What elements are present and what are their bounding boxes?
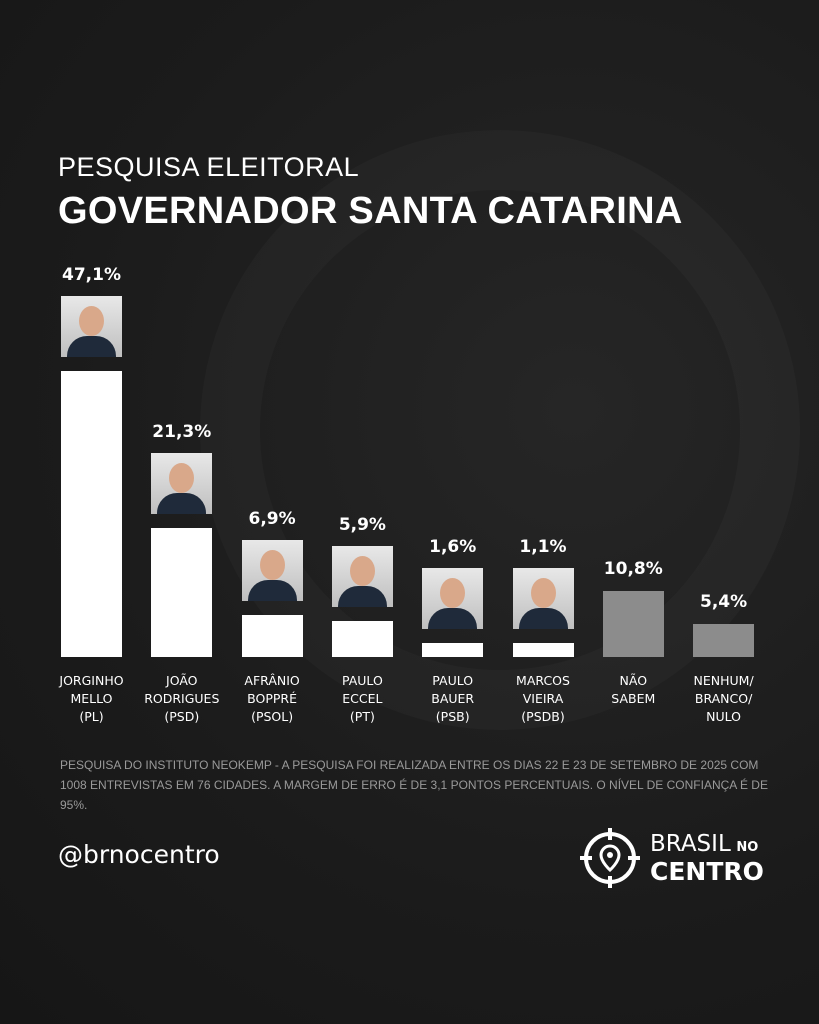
category-label: NENHUM/BRANCO/NULO xyxy=(674,672,774,726)
logo-text-no: NO xyxy=(736,840,759,855)
social-handle: @brnocentro xyxy=(58,840,220,869)
crosshair-location-pin-icon xyxy=(580,828,640,888)
category-label-line: NÃO xyxy=(619,673,648,688)
candidate-photo xyxy=(512,568,574,629)
category-label-line: (PSDB) xyxy=(521,709,565,724)
brand-logo: BRASIL NO CENTRO xyxy=(578,826,764,890)
category-label-line: BOPPRÉ xyxy=(247,691,298,706)
category-label-line: BRANCO/ xyxy=(694,691,753,706)
category-label: AFRÂNIO BOPPRÉ (PSOL) xyxy=(222,672,322,726)
category-label-line: (PT) xyxy=(349,709,375,724)
data-label: 1,6% xyxy=(429,537,477,557)
candidate-photo xyxy=(241,540,303,602)
logo-text-centro: CENTRO xyxy=(650,857,764,886)
category-label-line: SABEM xyxy=(611,691,656,706)
category-label-line: MARCOS xyxy=(516,673,570,688)
chart-title: GOVERNADOR SANTA CATARINA xyxy=(58,190,683,232)
logo-text-brasil: BRASIL xyxy=(650,831,731,857)
category-label-line: AFRÂNIO xyxy=(244,673,300,688)
candidate-photo xyxy=(331,546,393,608)
category-label: JORGINHO MELLO (PL) xyxy=(42,672,142,726)
category-label-line: PAULO xyxy=(341,673,383,688)
category-label-line: (PSD) xyxy=(164,709,200,724)
candidate-photo xyxy=(422,568,484,629)
data-label: 21,3% xyxy=(152,421,212,442)
data-label: 1,1% xyxy=(519,537,567,557)
category-label-line: NULO xyxy=(706,709,742,724)
category-label: PAULO BAUER (PSB) xyxy=(403,672,503,726)
category-label-line: (PSOL) xyxy=(251,709,294,724)
bar xyxy=(331,621,393,657)
bar xyxy=(512,643,574,657)
category-label-line: (PSB) xyxy=(435,709,470,724)
bar xyxy=(602,591,664,657)
bar-chart: 47,1% JORGINHO MELLO (PL) 21,3% JOÃO RODRIGUES… xyxy=(42,265,774,726)
bar xyxy=(693,624,755,657)
data-label: 5,4% xyxy=(700,592,748,613)
bar xyxy=(151,527,213,657)
category-label-line: VIEIRA xyxy=(522,691,564,706)
category-label: PAULO ECCEL (PT) xyxy=(312,672,412,726)
data-label: 47,1% xyxy=(62,265,121,286)
category-label-line: MELLO xyxy=(70,691,113,706)
data-label: 6,9% xyxy=(248,509,296,530)
category-label-line: JORGINHO xyxy=(59,673,124,688)
category-label: NÃO SABEM xyxy=(583,672,683,708)
candidate-photo xyxy=(61,296,122,358)
category-label: MARCOS VIEIRA (PSDB) xyxy=(493,672,593,726)
category-label-line: JOÃO xyxy=(166,673,198,688)
bar xyxy=(241,615,303,657)
category-label: JOÃO RODRIGUES (PSD) xyxy=(132,672,232,726)
candidate-photo xyxy=(151,452,213,514)
data-label: 10,8% xyxy=(603,559,663,580)
data-label: 5,9% xyxy=(338,515,386,536)
category-label-line: NENHUM/ xyxy=(693,673,754,688)
survey-note: PESQUISA DO INSTITUTO NEOKEMP - A PESQUI… xyxy=(60,758,768,812)
title-line-1: PESQUISA ELEITORAL xyxy=(58,152,360,182)
bar xyxy=(61,371,122,657)
category-label-line: RODRIGUES xyxy=(144,691,220,706)
category-label-line: BAUER xyxy=(431,691,475,706)
category-label-line: PAULO xyxy=(432,673,474,688)
bar xyxy=(422,643,484,657)
category-label-line: (PL) xyxy=(79,709,104,724)
category-label-line: ECCEL xyxy=(342,691,383,706)
